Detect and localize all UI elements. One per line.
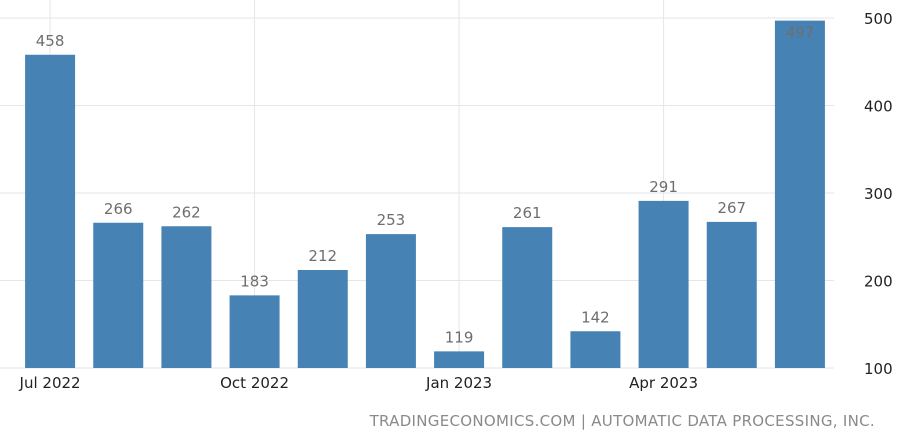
data-label-6: 119: [445, 328, 474, 346]
source-caption: TRADINGECONOMICS.COM | AUTOMATIC DATA PR…: [369, 412, 875, 430]
bar-10: [706, 221, 757, 368]
bar-0: [25, 54, 76, 368]
data-label-10: 267: [717, 199, 746, 217]
data-label-11: 497: [786, 24, 815, 42]
y-tick-label-300: 300: [864, 185, 893, 203]
bar-1: [93, 222, 144, 368]
bar-8: [570, 331, 621, 368]
y-tick-label-500: 500: [864, 10, 893, 28]
data-label-2: 262: [172, 203, 201, 221]
data-label-3: 183: [240, 272, 269, 290]
bar-4: [297, 270, 348, 368]
y-tick-label-100: 100: [864, 360, 893, 378]
bars: [25, 20, 825, 368]
bar-5: [365, 234, 416, 368]
y-axis-ticks: 100 200 300 400 500: [864, 10, 893, 378]
x-tick-label-0: Jul 2022: [19, 374, 81, 392]
bar-2: [161, 226, 212, 368]
data-label-5: 253: [377, 211, 406, 229]
data-label-8: 142: [581, 308, 610, 326]
y-tick-label-400: 400: [864, 98, 893, 116]
x-tick-label-6: Jan 2023: [425, 374, 492, 392]
x-axis-ticks: Jul 2022 Oct 2022 Jan 2023 Apr 2023: [19, 374, 698, 392]
y-tick-label-200: 200: [864, 273, 893, 291]
data-label-7: 261: [513, 204, 542, 222]
x-tick-label-9: Apr 2023: [629, 374, 698, 392]
data-labels: 458 266 262 183 212 253 119 261 142 291 267 497: [36, 24, 814, 347]
bar-7: [502, 227, 553, 368]
x-tick-label-3: Oct 2022: [220, 374, 289, 392]
bar-6: [434, 351, 485, 368]
data-label-9: 291: [649, 178, 678, 196]
bar-3: [229, 295, 280, 368]
data-label-4: 212: [308, 247, 337, 265]
bar-11: [774, 20, 825, 368]
data-label-1: 266: [104, 200, 133, 218]
data-label-0: 458: [36, 32, 65, 50]
bar-9: [638, 200, 689, 368]
